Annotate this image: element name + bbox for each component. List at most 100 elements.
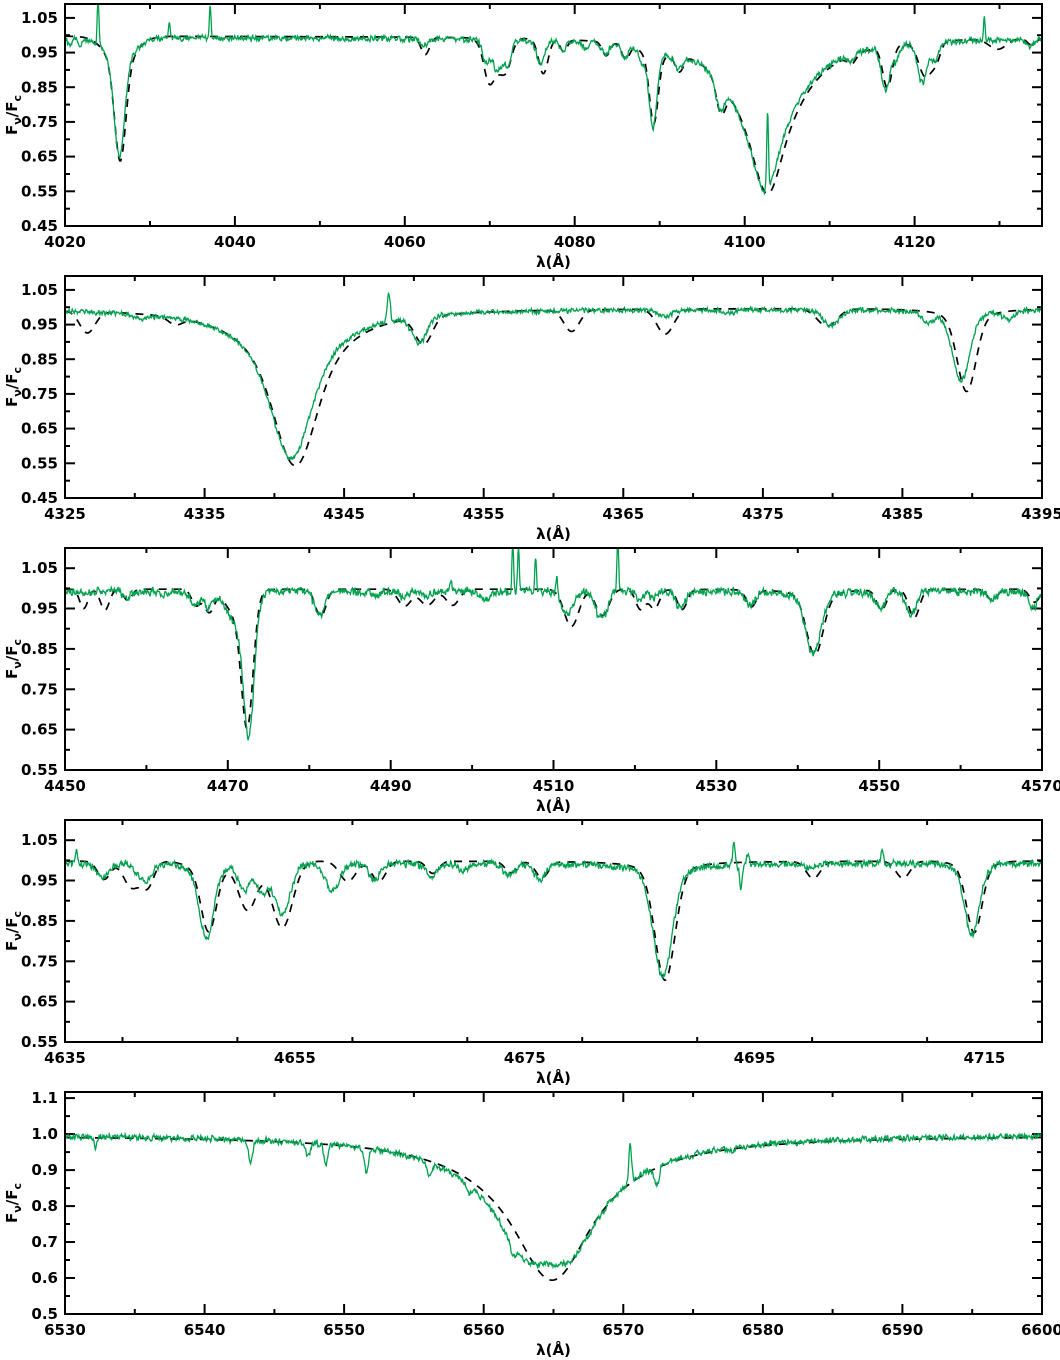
observed-series [65, 548, 1042, 741]
svg-text:4375: 4375 [742, 505, 784, 523]
svg-text:0.75: 0.75 [21, 952, 58, 970]
spectrum-panel-4: 4635 4655 4675 4695 4715 0.55 0.65 0.75 0.85 0.95… [0, 816, 1060, 1088]
x-tick-labels: 4020 4040 4060 4080 4100 4120 [44, 233, 935, 251]
svg-text:4395: 4395 [1021, 505, 1060, 523]
spectrum-panel-5: 6530 6540 6550 6560 6570 6580 6590 6600 0.5 0.6 0.… [0, 1088, 1060, 1360]
y-tick-labels: 0.45 0.55 0.65 0.75 0.85 0.95 1.05 [21, 281, 58, 507]
svg-text:0.65: 0.65 [21, 420, 58, 438]
svg-text:0.75: 0.75 [21, 385, 58, 403]
axes [65, 819, 1043, 1043]
model-series [65, 1136, 1042, 1282]
svg-text:0.75: 0.75 [21, 680, 58, 698]
x-axis-label: λ(Å) [536, 1068, 571, 1087]
x-tick-labels: 6530 6540 6550 6560 6570 6580 6590 6600 [44, 1321, 1060, 1339]
svg-text:4100: 4100 [724, 233, 766, 251]
svg-text:0.65: 0.65 [21, 148, 58, 166]
svg-text:0.45: 0.45 [21, 489, 58, 507]
svg-text:0.9: 0.9 [31, 1161, 58, 1179]
x-axis-label: λ(Å) [536, 1340, 571, 1359]
svg-text:0.85: 0.85 [21, 78, 58, 96]
svg-text:4550: 4550 [858, 777, 900, 795]
svg-text:0.95: 0.95 [21, 316, 58, 334]
svg-text:0.55: 0.55 [21, 454, 58, 472]
svg-text:6560: 6560 [463, 1321, 505, 1339]
svg-text:0.65: 0.65 [21, 993, 58, 1011]
svg-text:0.65: 0.65 [21, 721, 58, 739]
svg-text:0.95: 0.95 [21, 44, 58, 62]
x-axis-label: λ(Å) [536, 252, 571, 271]
svg-text:0.55: 0.55 [21, 761, 58, 779]
svg-text:4490: 4490 [370, 777, 412, 795]
y-axis-label: Fν/Fc [3, 367, 24, 407]
svg-text:0.55: 0.55 [21, 182, 58, 200]
svg-text:0.95: 0.95 [21, 872, 58, 890]
plot-frame [64, 819, 1043, 1043]
spectrum-plot-3: 4450 4470 4490 4510 4530 4550 4570 0.55 0.65 0.75… [3, 547, 1060, 815]
svg-text:1.05: 1.05 [21, 559, 58, 577]
y-tick-labels: 0.45 0.55 0.65 0.75 0.85 0.95 1.05 [21, 9, 58, 235]
svg-text:1.05: 1.05 [21, 9, 58, 27]
spectrum-plot-2: 4325 4335 4345 4355 4365 4375 4385 4395 0.45 0.55… [3, 275, 1060, 543]
svg-text:6590: 6590 [882, 1321, 924, 1339]
plot-frame [64, 1091, 1043, 1315]
svg-text:0.5: 0.5 [31, 1305, 58, 1323]
y-axis-label: Fν/Fc [3, 911, 24, 951]
spectrum-plot-5: 6530 6540 6550 6560 6570 6580 6590 66000.50.60.… [3, 1089, 1060, 1359]
svg-text:4385: 4385 [882, 505, 924, 523]
svg-text:0.6: 0.6 [31, 1269, 58, 1287]
svg-text:4325: 4325 [44, 505, 86, 523]
plot-frame [64, 275, 1043, 499]
svg-text:4040: 4040 [214, 233, 256, 251]
svg-text:4450: 4450 [44, 777, 86, 795]
plot-frame [64, 3, 1043, 227]
svg-text:4470: 4470 [207, 777, 249, 795]
x-axis-label: λ(Å) [536, 524, 571, 543]
spectrum-panel-3: 4450 4470 4490 4510 4530 4550 4570 0.55 0.65 0.75… [0, 544, 1060, 816]
svg-text:4715: 4715 [964, 1049, 1006, 1067]
svg-text:6570: 6570 [602, 1321, 644, 1339]
x-tick-labels: 4635 4655 4675 4695 4715 [44, 1049, 1005, 1067]
svg-text:1.1: 1.1 [31, 1089, 58, 1107]
svg-text:0.55: 0.55 [21, 1033, 58, 1051]
svg-text:4675: 4675 [504, 1049, 546, 1067]
svg-text:6530: 6530 [44, 1321, 86, 1339]
svg-text:4335: 4335 [184, 505, 226, 523]
svg-text:0.75: 0.75 [21, 113, 58, 131]
svg-text:4020: 4020 [44, 233, 86, 251]
model-series [65, 35, 1042, 195]
axes [64, 547, 1043, 771]
spectrum-plot-4: 4635 4655 4675 4695 4715 0.55 0.65 0.75 0.85 0.95… [3, 819, 1043, 1087]
spectrum-plot-1: 4020 4040 4060 4080 4100 4120 0.45 0.55 0.65 0.75… [3, 3, 1043, 271]
svg-text:0.85: 0.85 [21, 350, 58, 368]
svg-text:0.8: 0.8 [31, 1197, 58, 1215]
model-series [65, 588, 1042, 730]
svg-text:4120: 4120 [894, 233, 936, 251]
svg-text:4345: 4345 [323, 505, 365, 523]
y-tick-labels: 0.55 0.65 0.75 0.85 0.95 1.05 [21, 831, 58, 1051]
y-axis-label: Fν/Fc [3, 95, 24, 135]
axes [64, 4, 1042, 227]
spectrum-panel-1: 4020 4040 4060 4080 4100 4120 0.45 0.55 0.65 0.75… [0, 0, 1060, 272]
svg-text:6550: 6550 [323, 1321, 365, 1339]
svg-text:4365: 4365 [602, 505, 644, 523]
svg-text:0.45: 0.45 [21, 217, 58, 235]
svg-text:1.0: 1.0 [31, 1125, 58, 1143]
svg-text:1.05: 1.05 [21, 831, 58, 849]
observed-series [65, 1131, 1042, 1270]
svg-text:0.85: 0.85 [21, 640, 58, 658]
model-series [65, 307, 1042, 467]
svg-text:4510: 4510 [533, 777, 575, 795]
x-tick-labels: 4325 4335 4345 4355 4365 4375 4385 4395 [44, 505, 1060, 523]
plot-frame [64, 547, 1043, 771]
svg-text:4530: 4530 [695, 777, 737, 795]
svg-text:0.95: 0.95 [21, 600, 58, 618]
y-axis-label: Fν/Fc [3, 1183, 24, 1223]
svg-text:6600: 6600 [1021, 1321, 1060, 1339]
observed-series [65, 291, 1042, 461]
y-tick-labels: 0.5 0.6 0.7 0.8 0.9 1.0 1.1 [31, 1089, 58, 1323]
svg-text:4060: 4060 [384, 233, 426, 251]
svg-text:0.85: 0.85 [21, 912, 58, 930]
svg-text:6540: 6540 [184, 1321, 226, 1339]
spectrum-panel-2: 4325 4335 4345 4355 4365 4375 4385 4395 0.45 0.55… [0, 272, 1060, 544]
y-axis-label: Fν/Fc [3, 639, 24, 679]
